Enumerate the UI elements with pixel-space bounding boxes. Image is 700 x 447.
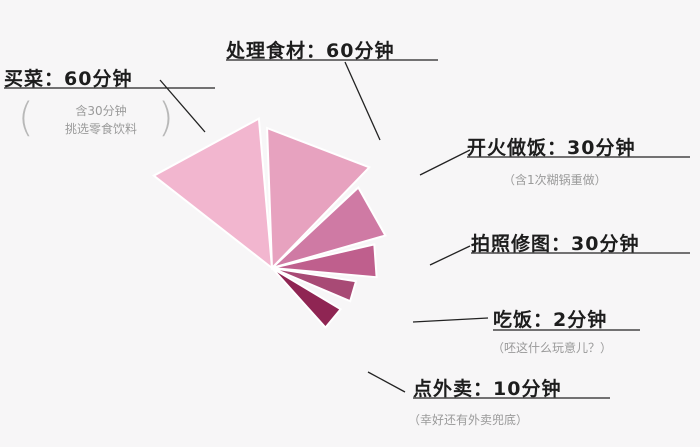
note-takeout: （幸好还有外卖兜底） [408,413,529,427]
label-photo-editing: 拍照修图：30分钟 [471,233,640,255]
slice-buy-groceries [151,116,274,271]
label-eating: 吃饭：2分钟 [493,309,608,331]
note-buy-groceries: 含30分钟 挑选零食饮料 [64,104,137,136]
label-cooking: 开火做饭：30分钟 [467,137,636,159]
leader-line [419,149,471,176]
label-takeout: 点外卖：10分钟 [413,378,562,400]
slice-prep-ingredients [266,126,372,271]
note-cooking: （含1次糊锅重做） [503,173,607,187]
leader-line [159,79,206,133]
leader-line [412,317,489,323]
leader-line [429,245,471,266]
leader-line [367,371,406,393]
slice-photo-editing [271,243,378,279]
label-buy-groceries: 买菜：60分钟 [4,68,133,90]
leader-line [344,61,381,141]
note-eating: （呸这什么玩意儿？） [492,341,613,355]
slice-takeout [271,267,343,330]
paren-right: ) [158,95,174,141]
paren-left: ( [18,95,34,141]
slice-cooking [271,185,387,269]
label-prep-ingredients: 处理食材：60分钟 [226,40,395,62]
slice-eating [271,267,358,303]
